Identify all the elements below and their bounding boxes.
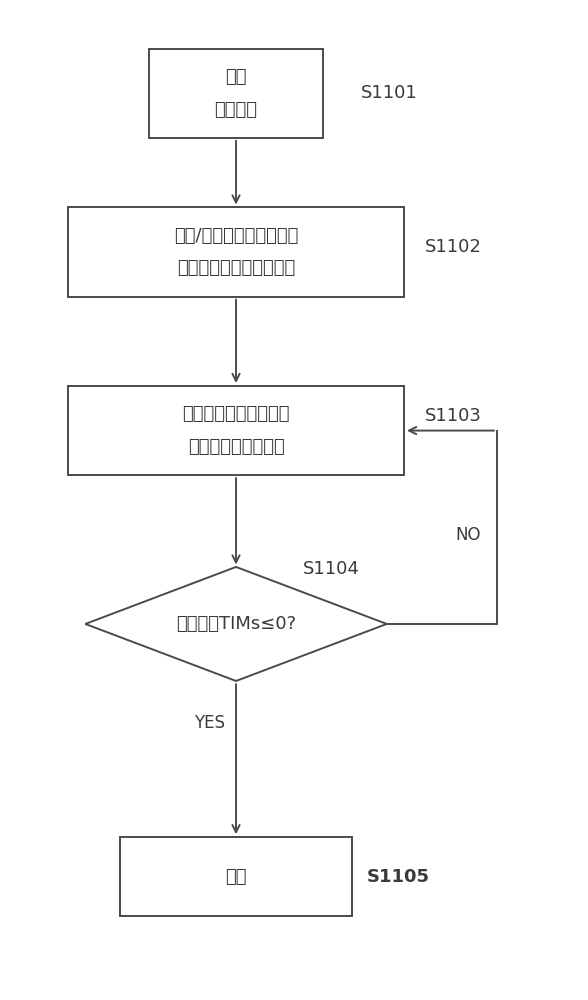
- Text: 细化计算寻优步长。: 细化计算寻优步长。: [188, 438, 285, 456]
- Text: 结束: 结束: [225, 868, 247, 886]
- Text: 开始: 开始: [225, 68, 247, 86]
- Bar: [149, 49, 323, 138]
- Text: 启动优化脉搼时钟，精: 启动优化脉搼时钟，精: [182, 405, 290, 423]
- Text: S1103: S1103: [425, 407, 482, 425]
- Text: 温升时间TIMs≤0?: 温升时间TIMs≤0?: [176, 615, 296, 633]
- Text: 和对应区段跳跃门限赋値: 和对应区段跳跃门限赋値: [177, 259, 295, 277]
- Text: S1104: S1104: [303, 560, 360, 578]
- Text: S1102: S1102: [425, 238, 482, 256]
- Text: YES: YES: [195, 714, 225, 732]
- Text: NO: NO: [455, 526, 480, 544]
- Text: S1105: S1105: [366, 868, 429, 886]
- Bar: [68, 207, 404, 297]
- Text: 升温使能: 升温使能: [215, 101, 258, 119]
- Bar: [68, 386, 404, 475]
- Polygon shape: [85, 567, 387, 681]
- Text: 自检/初始化；对温升时间: 自检/初始化；对温升时间: [174, 227, 298, 245]
- Bar: [120, 837, 352, 916]
- Text: S1101: S1101: [360, 84, 417, 102]
